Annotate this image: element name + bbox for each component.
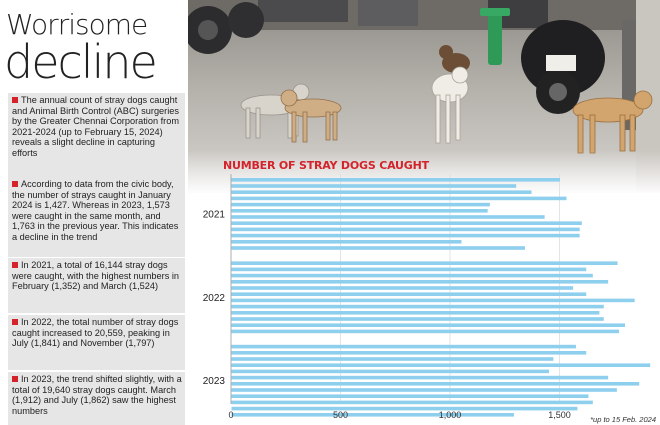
group-label: 2023	[203, 376, 226, 387]
x-tick-labels: 0 500 1,000 1,500	[228, 410, 570, 420]
headline-line-1: Worrisome	[6, 8, 148, 41]
group-labels: 2021202220232024*	[203, 209, 226, 387]
bar	[231, 304, 604, 309]
stray-dogs-photo	[188, 0, 660, 193]
bar	[231, 323, 625, 327]
bar	[231, 292, 587, 296]
chart-title: NUMBER OF STRAY DOGS CAUGHT	[223, 159, 429, 172]
bullet-4: In 2022, the total number of stray dogs …	[8, 315, 185, 370]
bullet-square-icon	[12, 376, 18, 382]
group-label: 2021	[203, 209, 226, 220]
bar	[231, 344, 576, 349]
bar	[231, 400, 593, 405]
bar	[231, 209, 488, 213]
bullet-text: In 2022, the total number of stray dogs …	[12, 317, 179, 349]
bar	[231, 351, 587, 355]
bar	[231, 221, 582, 225]
bar	[231, 406, 578, 411]
bar	[231, 394, 589, 398]
bullet-5: In 2023, the trend shifted slightly, wit…	[8, 372, 185, 425]
bullet-text: In 2023, the trend shifted slightly, wit…	[12, 374, 182, 416]
bullet-square-icon	[12, 181, 18, 187]
bullet-1: The annual count of stray dogs caught an…	[8, 93, 185, 179]
chart-footnote: *up to 15 Feb. 2024	[590, 415, 656, 424]
bullet-square-icon	[12, 319, 18, 325]
bar	[231, 286, 574, 290]
bar	[231, 184, 517, 188]
bar	[231, 227, 580, 232]
bar	[231, 298, 635, 303]
bar	[231, 215, 545, 219]
bar	[231, 196, 567, 201]
bar	[231, 413, 514, 417]
bar	[231, 190, 532, 194]
bullet-square-icon	[12, 97, 18, 103]
left-panel: Worrisome decline The annual count of st…	[0, 0, 188, 425]
bar	[231, 246, 525, 250]
bar	[231, 233, 580, 238]
bar	[231, 273, 593, 278]
bar	[231, 375, 609, 380]
bullet-square-icon	[12, 262, 18, 268]
bar	[231, 329, 620, 334]
bullet-3: In 2021, a total of 16,144 stray dogs we…	[8, 258, 185, 313]
bar	[231, 363, 651, 367]
bar	[231, 261, 618, 265]
headline-line-2: decline	[4, 35, 158, 89]
photo-illustration	[188, 0, 660, 193]
bar	[231, 357, 554, 361]
bar	[231, 388, 617, 392]
x-tick-label: 1,000	[439, 410, 462, 420]
x-tick-label: 500	[333, 410, 348, 420]
bar	[231, 267, 587, 272]
group-label: 2022	[203, 293, 226, 304]
bar	[231, 369, 550, 374]
bar	[231, 317, 604, 321]
bar	[231, 202, 490, 207]
bar	[231, 311, 600, 315]
bullet-text: The annual count of stray dogs caught an…	[12, 95, 179, 158]
bar	[231, 178, 560, 182]
bullet-2: According to data from the civic body, t…	[8, 177, 185, 257]
bar	[231, 382, 640, 386]
bullet-text: According to data from the civic body, t…	[12, 179, 179, 242]
bar	[231, 280, 609, 284]
x-tick-label: 1,500	[548, 410, 571, 420]
bullet-text: In 2021, a total of 16,144 stray dogs we…	[12, 260, 179, 292]
bars	[231, 178, 651, 417]
bar	[231, 240, 462, 244]
x-tick-label: 0	[228, 410, 233, 420]
